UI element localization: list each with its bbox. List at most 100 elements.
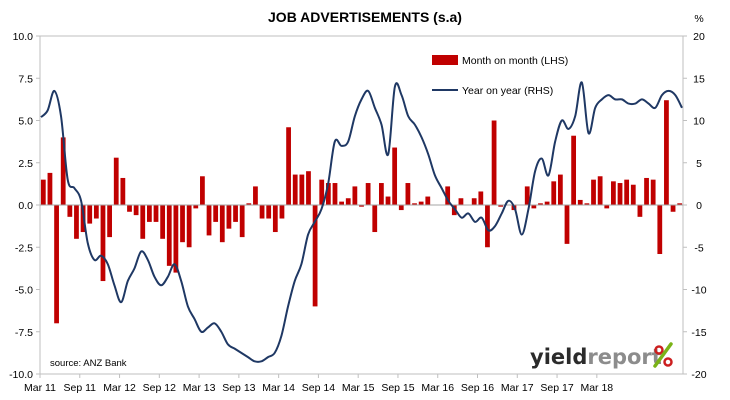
bar xyxy=(597,176,603,205)
bar xyxy=(87,205,93,224)
bar xyxy=(140,205,146,239)
bar xyxy=(306,171,311,205)
line-series-yoy xyxy=(40,81,683,363)
x-tick-label: Mar 11 xyxy=(24,382,56,394)
left-axis: 10.0 7.5 5.0 2.5 0.0 -2.5 -5.0 -7.5 -10.0 xyxy=(9,31,40,381)
bar xyxy=(153,205,159,222)
bar xyxy=(551,181,557,205)
brand-logo: yieldreport xyxy=(530,342,673,369)
bar xyxy=(299,174,305,205)
bar xyxy=(604,205,610,209)
left-tick-label: 5.0 xyxy=(18,116,33,128)
bar xyxy=(259,205,265,219)
bar xyxy=(246,203,252,205)
x-tick-label: Sep 11 xyxy=(64,382,97,394)
right-tick-label: 15 xyxy=(693,73,705,85)
right-tick-label: -15 xyxy=(691,327,706,339)
right-tick-label: 5 xyxy=(696,158,702,170)
bar xyxy=(478,191,484,205)
bar xyxy=(491,120,497,205)
right-tick-label: -10 xyxy=(691,285,706,297)
chart-title: JOB ADVERTISEMENTS (s.a) xyxy=(268,9,462,25)
bar xyxy=(286,127,291,205)
left-tick-label: -2.5 xyxy=(15,242,33,254)
bar xyxy=(630,184,636,205)
bar xyxy=(611,181,616,205)
bar xyxy=(412,203,417,205)
right-tick-label: 0 xyxy=(696,200,702,212)
bar xyxy=(571,135,577,205)
bar xyxy=(485,205,490,248)
bar xyxy=(557,174,563,205)
legend-swatch-mom xyxy=(432,55,458,65)
bar-series xyxy=(40,100,683,324)
bar xyxy=(54,205,59,324)
bar xyxy=(213,205,219,222)
bar xyxy=(524,186,530,205)
bar xyxy=(644,177,649,205)
bar xyxy=(146,205,152,222)
bar xyxy=(74,205,79,239)
bar xyxy=(398,205,404,211)
left-tick-label: -7.5 xyxy=(15,327,33,339)
bar xyxy=(657,205,663,255)
bar xyxy=(352,186,358,205)
bar xyxy=(173,205,179,273)
percent-icon xyxy=(653,342,673,368)
bar xyxy=(385,196,391,205)
bar xyxy=(339,201,344,205)
legend-label-mom: Month on month (LHS) xyxy=(462,55,568,67)
bar xyxy=(219,205,225,243)
bar xyxy=(180,205,185,243)
bar xyxy=(392,147,398,205)
bar xyxy=(418,201,424,205)
right-axis: 20 15 10 5 0 -5 -10 -15 -20 xyxy=(683,31,707,381)
bar xyxy=(266,205,272,219)
x-tick-label: Sep 17 xyxy=(540,382,573,394)
source-note: source: ANZ Bank xyxy=(50,358,127,369)
bar xyxy=(332,183,338,205)
bar xyxy=(637,205,643,217)
bar xyxy=(186,205,192,248)
left-tick-label: -10.0 xyxy=(9,369,33,381)
bar xyxy=(279,205,285,219)
x-tick-label: Mar 12 xyxy=(103,382,136,394)
bar xyxy=(100,205,106,282)
bar xyxy=(677,203,683,205)
bar xyxy=(445,186,451,205)
bar xyxy=(345,198,351,205)
bar xyxy=(372,205,378,233)
bar xyxy=(60,137,66,205)
brand-part-2: report xyxy=(587,345,661,369)
right-tick-label: -5 xyxy=(694,242,703,254)
legend-label-yoy: Year on year (RHS) xyxy=(462,85,553,97)
bar xyxy=(166,205,172,266)
x-tick-label: Sep 15 xyxy=(381,382,414,394)
x-tick-label: Mar 13 xyxy=(183,382,216,394)
right-tick-label: 10 xyxy=(693,116,705,128)
x-tick-label: Mar 14 xyxy=(262,382,295,394)
bar xyxy=(650,179,656,205)
bar xyxy=(107,205,112,238)
bar xyxy=(664,100,669,205)
bar xyxy=(544,201,550,205)
bar xyxy=(365,183,371,205)
x-tick-label: Sep 12 xyxy=(143,382,176,394)
bar xyxy=(584,203,590,205)
bar xyxy=(538,203,543,205)
right-tick-label: -20 xyxy=(691,369,706,381)
bar xyxy=(624,179,630,205)
bar xyxy=(312,205,318,307)
bar xyxy=(200,176,205,205)
bar xyxy=(40,179,46,205)
bar xyxy=(498,205,504,207)
bar xyxy=(127,205,132,212)
bar xyxy=(531,205,537,209)
bar xyxy=(253,186,258,205)
bar xyxy=(120,177,126,205)
brand-part-1: yield xyxy=(530,345,587,369)
bar xyxy=(325,183,331,205)
x-tick-label: Mar 15 xyxy=(342,382,375,394)
bar xyxy=(577,199,583,205)
